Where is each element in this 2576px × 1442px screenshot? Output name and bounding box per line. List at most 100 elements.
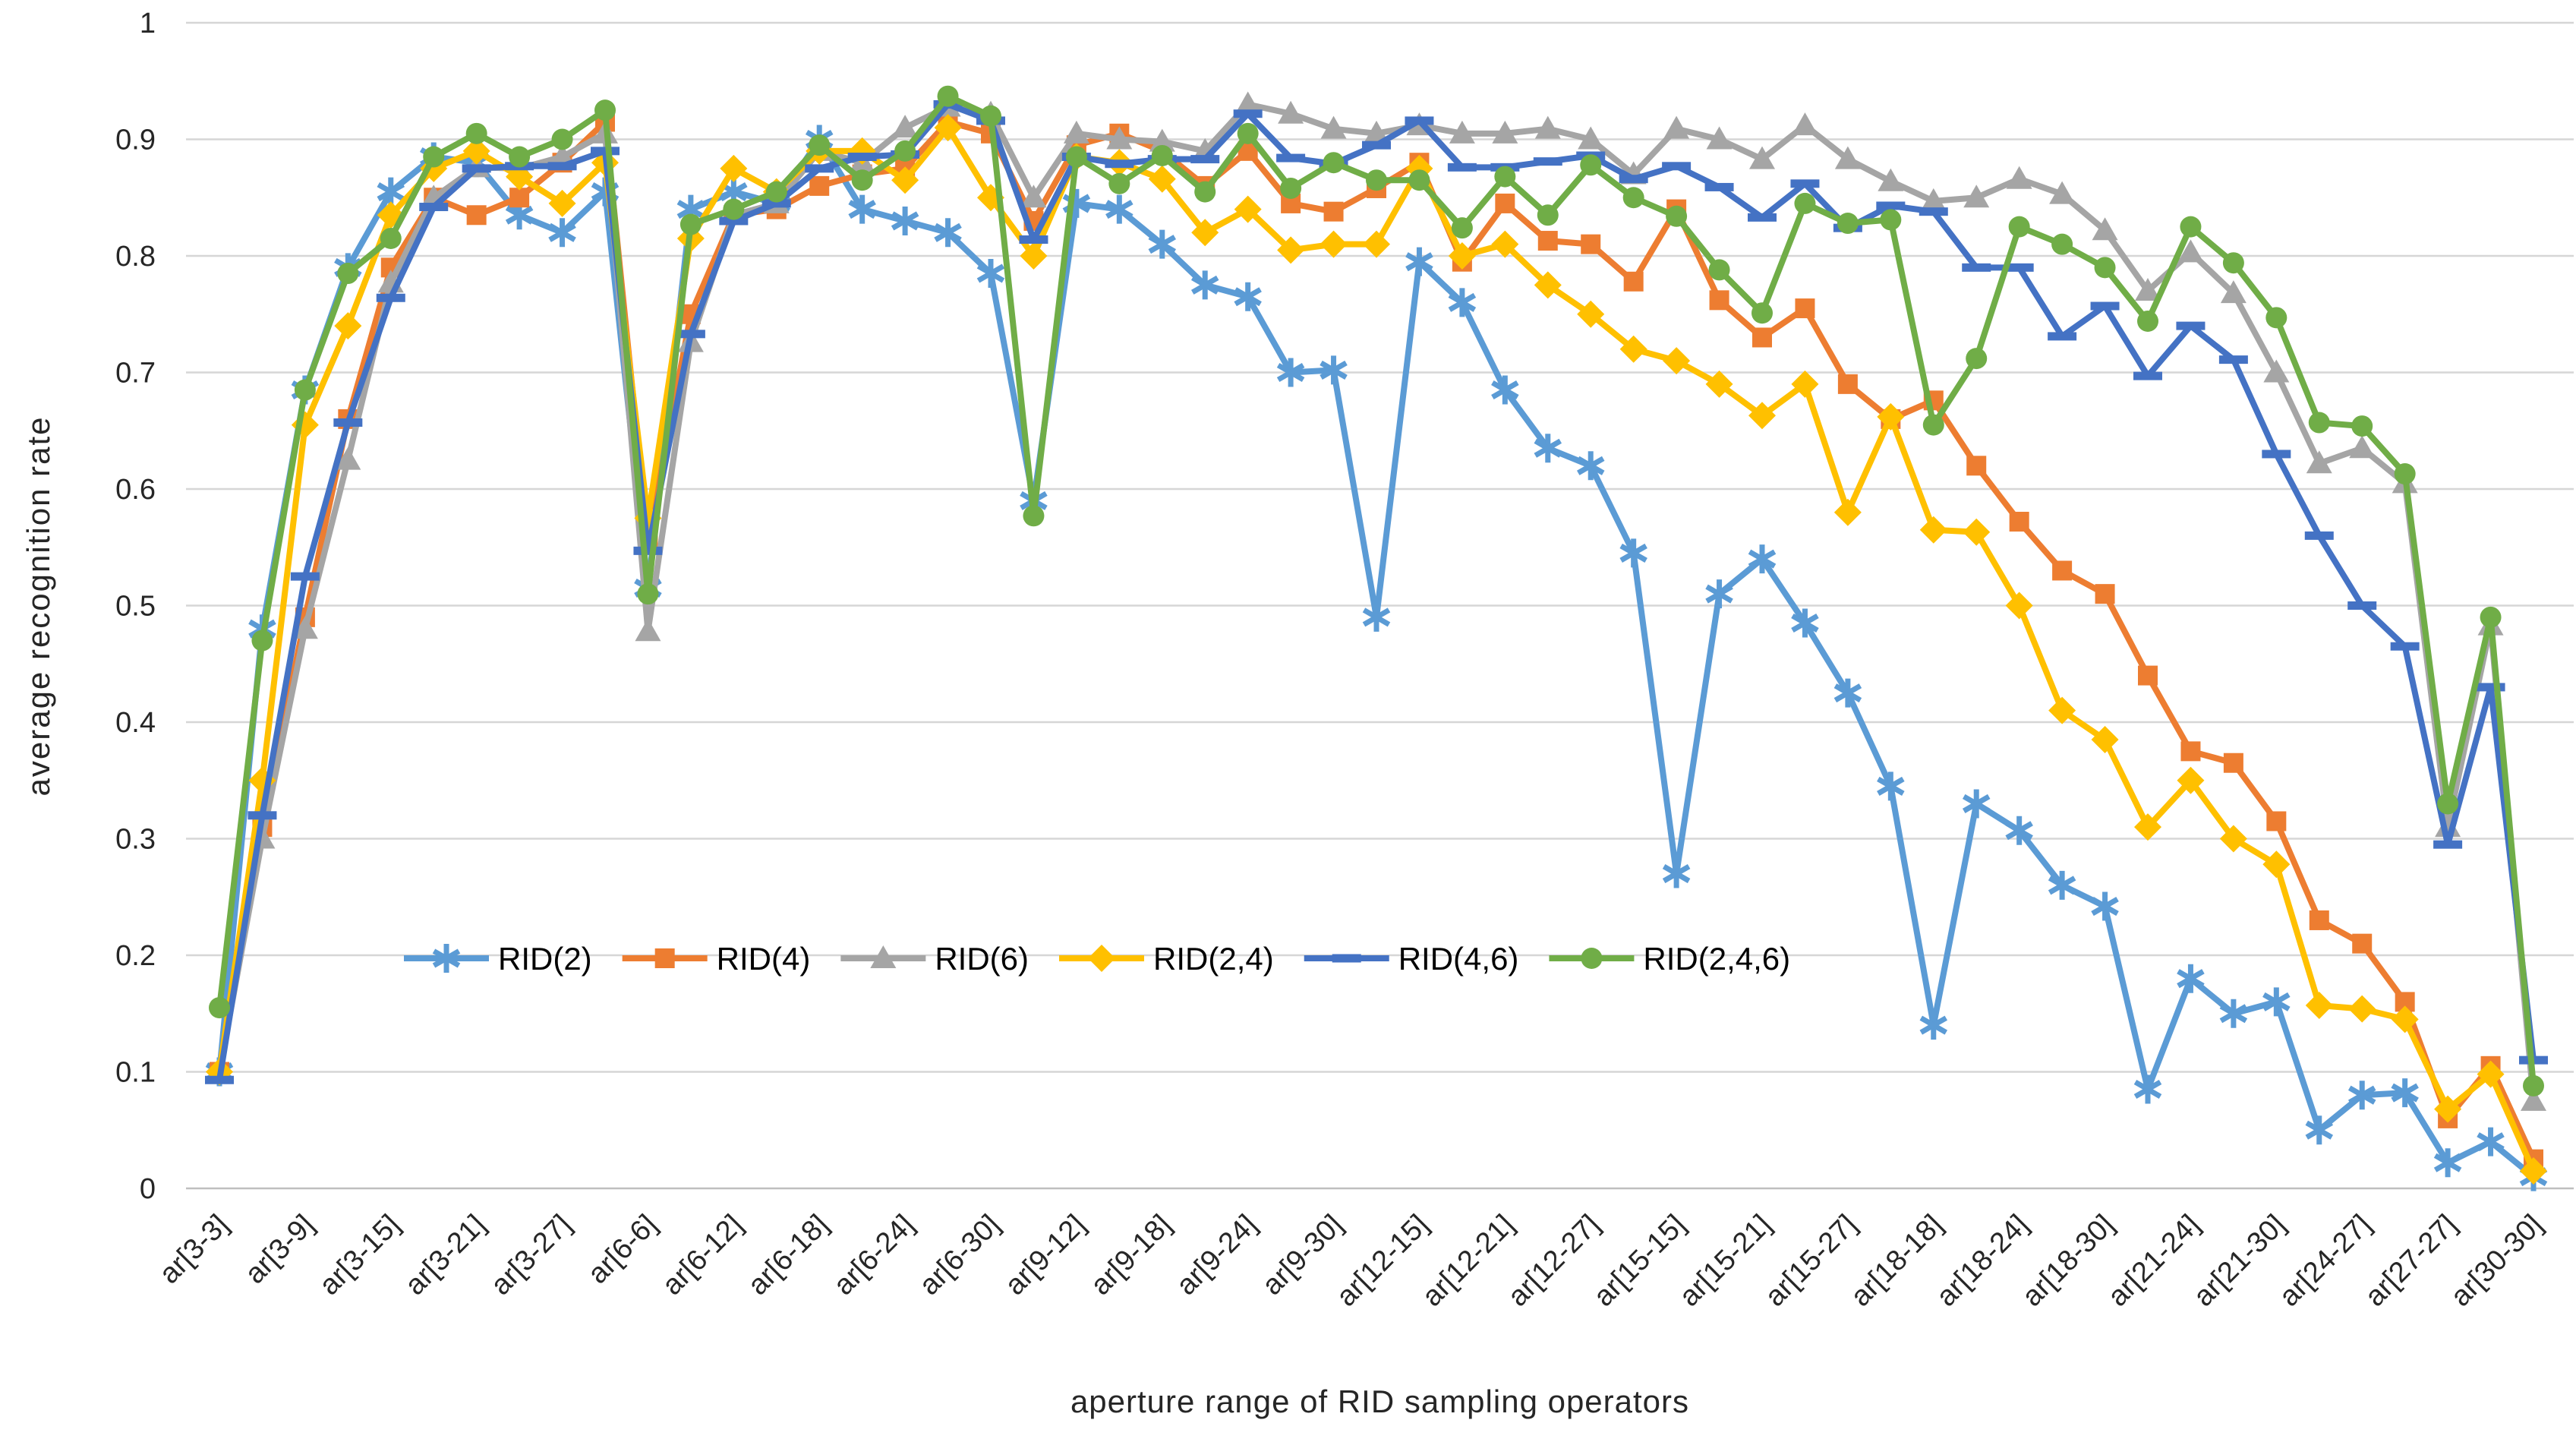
series-RID(2,4,6)-marker-circle: [894, 140, 916, 162]
series-RID(2,4,6)-marker-circle: [2394, 463, 2416, 485]
series-RID(2,4)-marker-diamond: [1020, 242, 1048, 270]
series-RID(6)-marker-triangle: [1963, 185, 1990, 208]
series-RID(6)-marker-triangle: [1834, 146, 1861, 169]
series-RID(2)-marker-asterisk: [2219, 1004, 2248, 1024]
x-tick-label: ar[24-27]: [2273, 1209, 2377, 1313]
series-RID(2,4)-marker-diamond: [720, 154, 748, 182]
series-RID(4,6)-marker-dash: [1704, 182, 1734, 191]
series-RID(4,6)-marker-dash: [1919, 207, 1948, 216]
series-RID(6)-marker-triangle: [1920, 188, 1947, 211]
series-RID(2,4)-marker-diamond: [548, 189, 576, 217]
series-RID(2,4)-marker-diamond: [2262, 850, 2291, 879]
series-RID(2)-marker-asterisk: [848, 200, 876, 219]
series-RID(4)-marker-square: [466, 205, 487, 226]
series-RID(4)-marker-square: [509, 188, 530, 208]
y-tick-label: 0.5: [115, 591, 156, 623]
legend-label-RID(2,4,6): RID(2,4,6): [1643, 941, 1790, 977]
series-RID(2)-marker-asterisk: [2391, 1083, 2419, 1103]
x-tick-label: ar[3-27]: [485, 1209, 578, 1302]
x-tick-label: ar[3-21]: [399, 1209, 492, 1302]
series-RID(2)-marker-asterisk: [934, 222, 962, 242]
series-RID(4,6)-marker-dash: [805, 164, 834, 173]
x-tick-label: ar[21-24]: [2102, 1209, 2206, 1313]
series-RID(2)-marker-asterisk: [1705, 584, 1733, 604]
series-RID(4)-marker-square: [1623, 271, 1644, 292]
series-RID(2,4,6)-marker-circle: [1708, 259, 1730, 281]
series-RID(4,6)-marker-dash: [1619, 175, 1648, 184]
series-RID(2,4,6)-marker-circle: [294, 379, 316, 401]
series-RID(4,6)-marker-dash: [847, 153, 877, 162]
series-RID(6)-marker-triangle: [2349, 435, 2376, 459]
x-tick-label: ar[21-30]: [2187, 1209, 2291, 1313]
series-RID(2,4)-marker-diamond: [1448, 242, 1476, 270]
series-RID(2)-marker-asterisk: [2347, 1085, 2376, 1105]
x-tick-label: ar[30-30]: [2445, 1209, 2549, 1313]
series-RID(2)-marker-asterisk: [1919, 1015, 1948, 1035]
series-RID(4,6)-marker-dash: [633, 546, 663, 555]
series-RID(2,4)-marker-diamond: [2048, 696, 2076, 724]
x-tick-label: ar[18-18]: [1845, 1209, 1949, 1313]
series-RID(6)-marker-triangle: [2521, 1087, 2546, 1111]
series-RID(4)-marker-square: [2138, 665, 2158, 686]
series-RID(6)-marker-triangle: [1063, 120, 1089, 144]
series-RID(2,4)-marker-diamond: [1277, 236, 1305, 264]
x-tick-label: ar[6-12]: [656, 1209, 749, 1302]
series-RID(2)-marker-asterisk: [1362, 607, 1391, 627]
series-RID(2,4)-marker-diamond: [2477, 1060, 2505, 1088]
series-RID(4)-marker-square: [2095, 584, 2115, 604]
series-RID(2,4,6)-marker-circle: [2437, 793, 2459, 815]
series-RID(2,4,6)-marker-circle: [1751, 302, 1773, 324]
series-RID(4,6)-marker-dash: [2004, 263, 2034, 272]
series-RID(2,4,6)-marker-circle: [1922, 414, 1944, 436]
y-tick-label: 0.2: [115, 940, 156, 972]
series-RID(4)-marker-square: [2309, 910, 2329, 930]
series-RID(2,4,6)-marker-circle: [2094, 257, 2116, 279]
series-RID(4,6)-marker-dash: [2390, 642, 2420, 651]
series-RID(2,4,6)-marker-circle: [1065, 146, 1087, 168]
series-RID(2,4,6)-marker-circle: [1880, 209, 1902, 231]
series-RID(2,4,6)-marker-circle: [2480, 606, 2502, 628]
series-RID(6)-marker-triangle: [292, 616, 318, 639]
series-RID(2,4,6)-marker-circle: [465, 122, 487, 144]
series-RID(4)-marker-square: [1323, 201, 1344, 222]
series-RID(2,4)-marker-diamond: [1748, 402, 1776, 430]
series-RID(4,6)-marker-dash: [591, 147, 620, 156]
series-RID(2)-marker-asterisk: [676, 200, 705, 219]
series-RID(4,6)-marker-dash: [333, 418, 363, 428]
series-RID(2,4)-marker-diamond: [1234, 195, 1262, 223]
series-RID(6)-marker-triangle: [1320, 115, 1347, 139]
x-tick-label: ar[6-18]: [742, 1209, 834, 1302]
series-RID(2,4,6)-marker-circle: [2222, 252, 2244, 274]
series-RID(2,4)-marker-diamond: [1877, 402, 1905, 431]
series-RID(4,6)-marker-dash: [1447, 163, 1477, 172]
series-RID(2,4,6)-marker-circle: [851, 169, 873, 191]
legend-label-RID(4): RID(4): [717, 941, 811, 977]
y-tick-label: 0.6: [115, 474, 156, 506]
series-RID(2,4,6)-marker-circle: [337, 263, 359, 285]
series-RID(4,6)-marker-dash: [2347, 601, 2377, 610]
series-RID(2,4)-marker-diamond: [2219, 825, 2247, 853]
x-tick-label: ar[18-24]: [1931, 1209, 2035, 1313]
series-RID(4)-marker-square: [2266, 811, 2287, 831]
series-RID(4,6)-marker-dash: [376, 293, 405, 302]
series-RID(2,4,6)-marker-circle: [809, 134, 831, 156]
y-tick-label: 1: [140, 8, 156, 39]
series-RID(4,6)-marker-dash: [462, 164, 491, 173]
series-RID(6)-marker-triangle: [1706, 126, 1733, 150]
series-RID(2)-marker-asterisk: [377, 182, 405, 202]
series-RID(2,4)-marker-diamond: [1619, 335, 1647, 363]
series-RID(4,6)-marker-dash: [761, 199, 791, 208]
series-RID(4,6)-marker-dash: [205, 1075, 234, 1084]
series-RID(4)-marker-square: [2180, 741, 2201, 762]
series-RID(2,4,6)-marker-circle: [2051, 233, 2073, 255]
legend-RID(2,4,6)-marker-circle: [1581, 948, 1603, 969]
series-RID(2)-marker-asterisk: [548, 222, 576, 242]
series-RID(2,4,6)-marker-circle: [1537, 204, 1559, 226]
series-RID(2,4,6)-marker-circle: [1580, 154, 1602, 176]
series-RID(6)-marker-triangle: [1663, 115, 1690, 139]
series-RID(2,4)-marker-diamond: [2177, 766, 2205, 794]
series-RID(6)-marker-triangle: [2006, 166, 2032, 189]
y-tick-label: 0.9: [115, 125, 156, 156]
series-RID(4,6)-marker-dash: [2304, 531, 2334, 540]
